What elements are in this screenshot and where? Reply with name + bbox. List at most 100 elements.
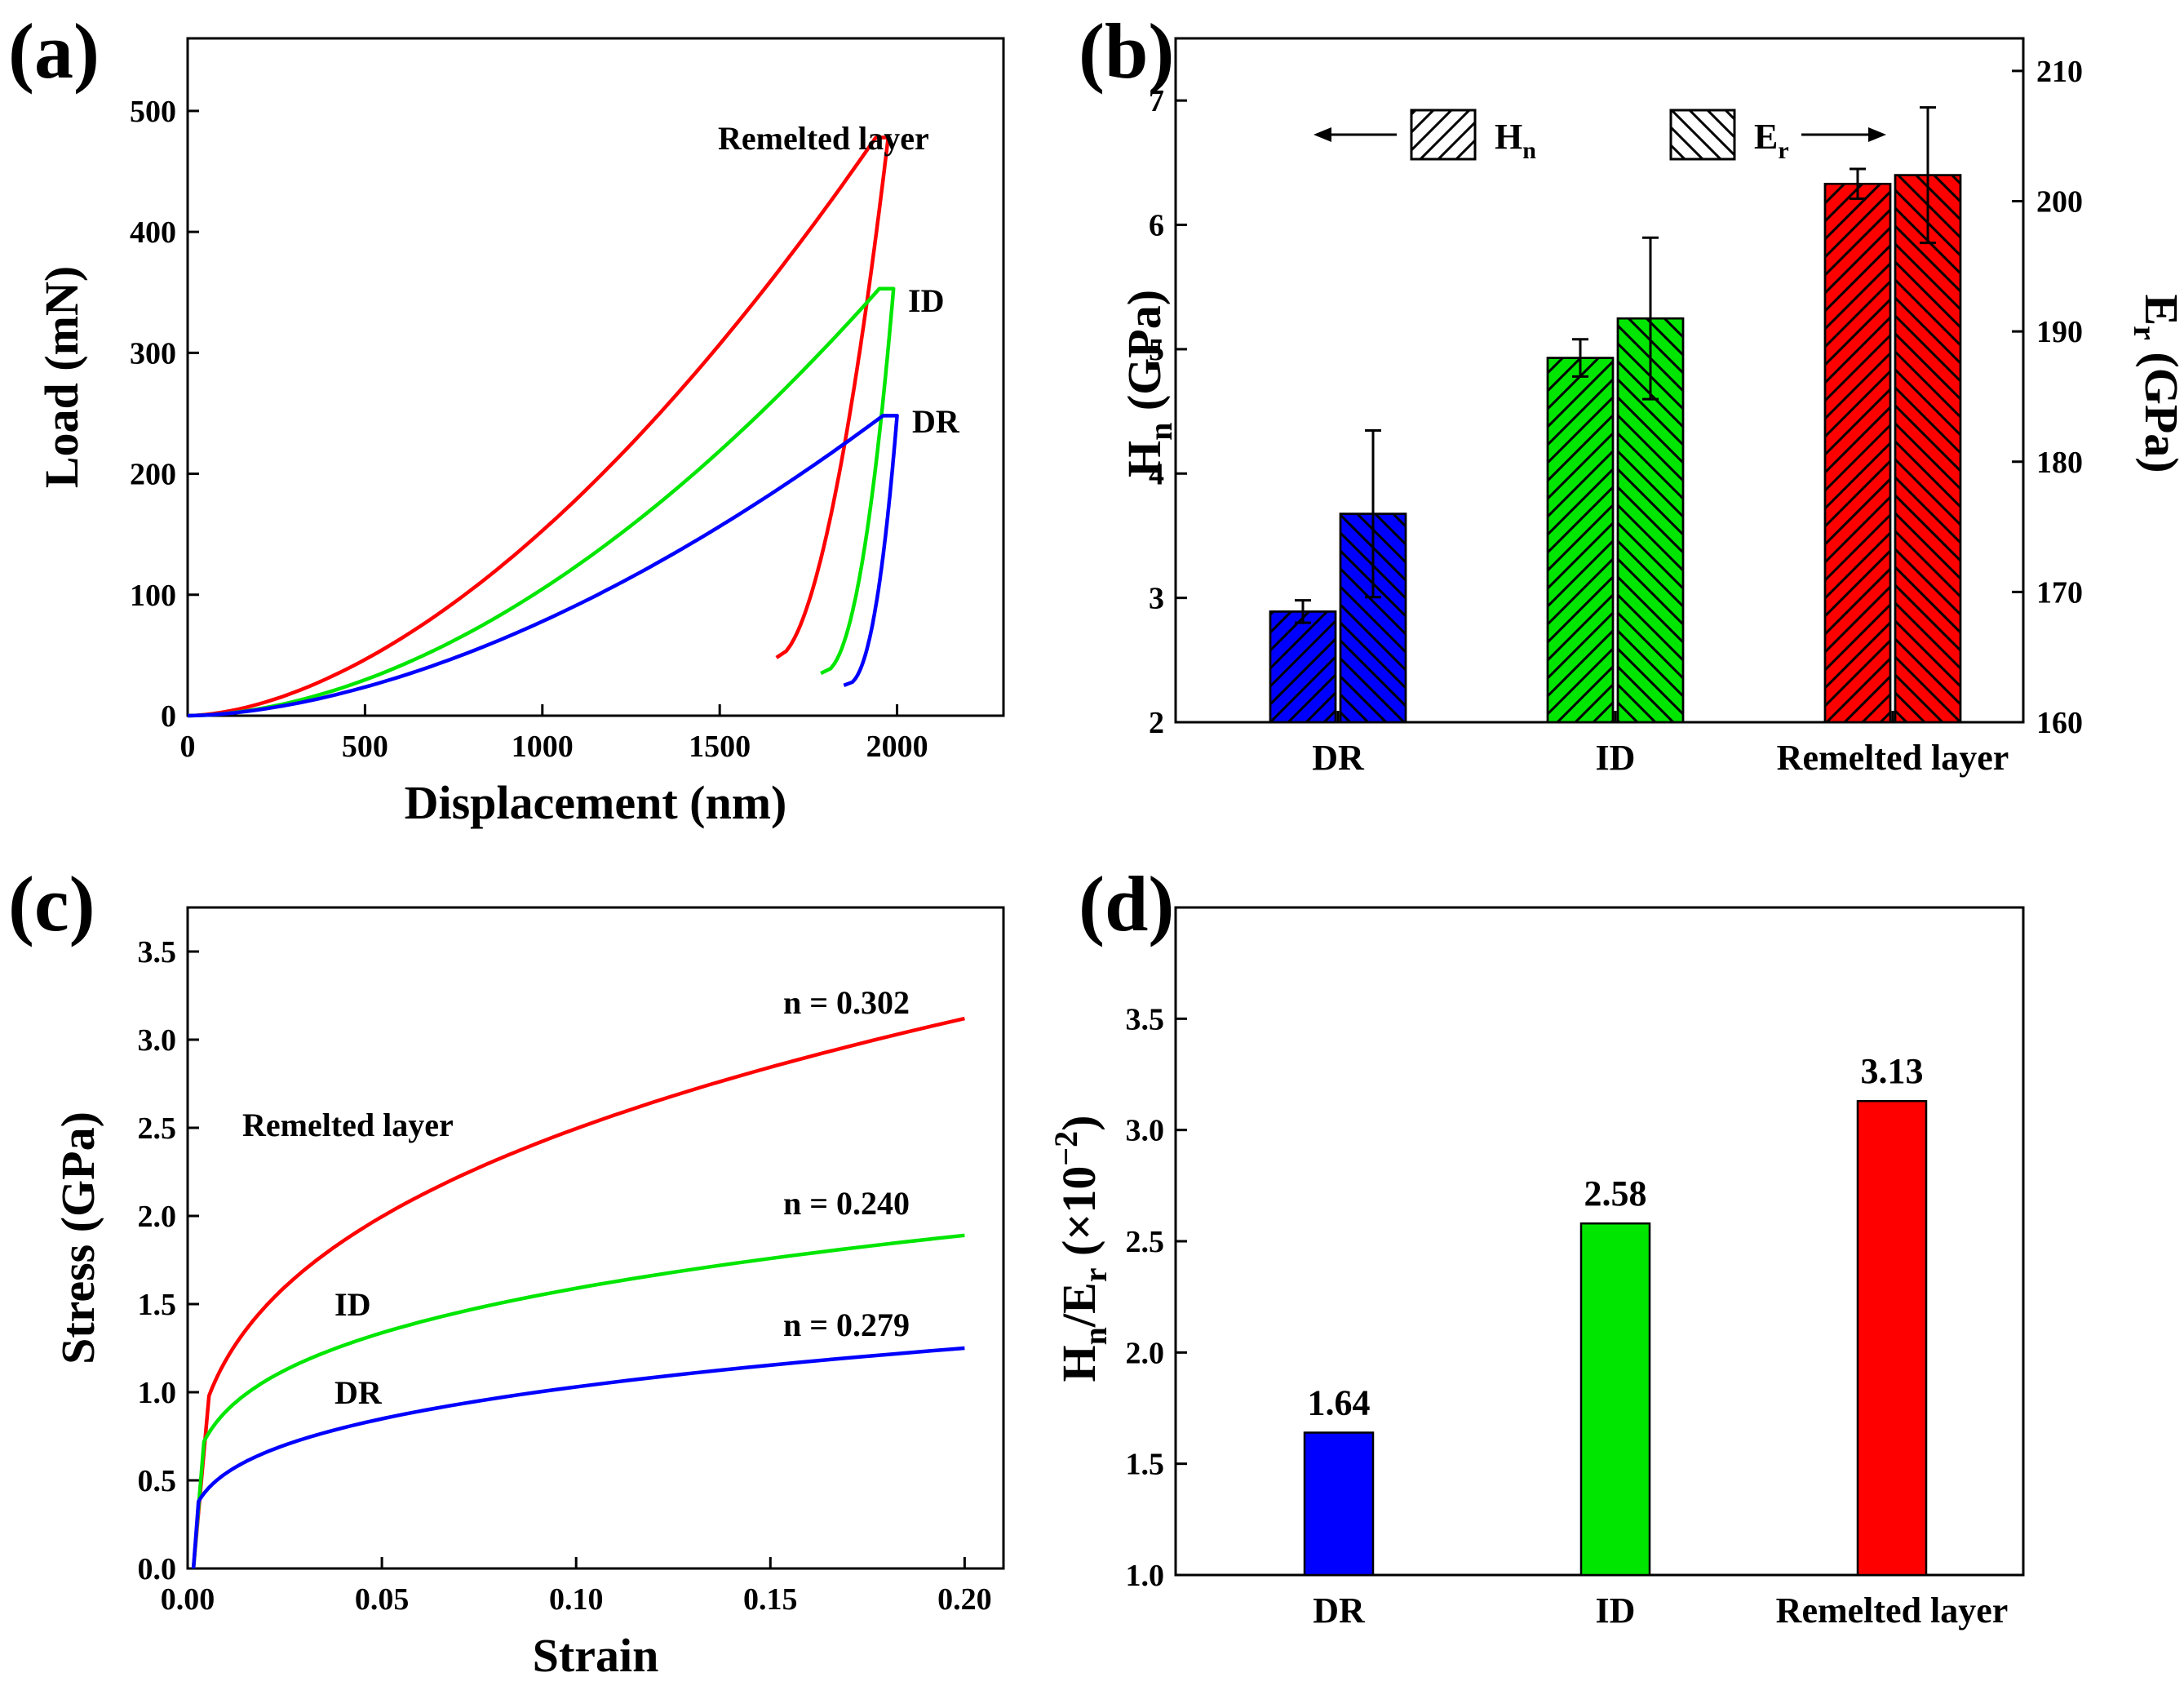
- panel-d-x-tick-label: DR: [1313, 1591, 1366, 1631]
- panel-b-yl-tick-label: 5: [1149, 333, 1164, 367]
- panel-d-ylabel-c: (×10: [1052, 1166, 1105, 1268]
- panel-b-ylabel-right-sub: r: [2127, 326, 2164, 340]
- panel-b-chart: 2 3 4 5 6 7 160 170 180 190 200 210 DR ID Remelted lay…: [1118, 37, 2184, 778]
- panel-a-y-tick-label: 100: [130, 579, 176, 613]
- panel-b-yl-tick-label: 6: [1149, 209, 1164, 243]
- panel-d-bar-id-value-label: 2.58: [1584, 1174, 1647, 1213]
- panel-d-ylabel-d: ): [1052, 1116, 1105, 1131]
- panel-d-ylabel-b: /E: [1052, 1282, 1105, 1328]
- legend-er-text: Er: [1754, 117, 1789, 164]
- panel-label-b: (b): [1079, 7, 1174, 95]
- panel-d-x-tick-label: Remelted layer: [1776, 1591, 2009, 1631]
- panel-d-bar-dr: [1303, 1431, 1375, 1577]
- panel-c-xlabel: Strain: [533, 1629, 659, 1682]
- panel-c-y-tick-label: 1.0: [138, 1376, 177, 1410]
- panel-a-label-id: ID: [908, 282, 944, 319]
- panel-b-yl-tick-label: 4: [1149, 457, 1164, 491]
- legend-right-arrowhead: [1868, 127, 1886, 142]
- panel-c-ylabel: Stress (GPa): [51, 1111, 104, 1364]
- panel-b-yl-tick-label: 2: [1149, 706, 1164, 740]
- legend-left-arrowhead: [1314, 127, 1331, 142]
- panel-a-frame: [186, 37, 1005, 717]
- panel-a-chart: 0 500 1000 1500 2000 0 100 200 300 400 500 Remelte…: [35, 37, 1005, 829]
- panel-b-ylabel-left: Hn (GPa): [1118, 290, 1179, 477]
- panel-d-chart: 1.0 1.5 2.0 2.5 3.0 3.5 DR ID Remelted layer 1.6…: [1048, 906, 2025, 1631]
- panel-d-ylabel: Hn/Er (×10−2): [1048, 1116, 1114, 1382]
- panel-b-yl-tick-label: 3: [1149, 582, 1164, 616]
- panel-d-x-tick-label: ID: [1596, 1591, 1636, 1631]
- panel-c-x-tick-label: 0.05: [355, 1582, 410, 1617]
- panel-b-yr-tick-label: 210: [2036, 55, 2083, 89]
- panel-b-yl-tick-label: 7: [1149, 84, 1164, 118]
- panel-d-y-tick-label: 1.5: [1126, 1448, 1165, 1482]
- panel-c-y-tick-label: 2.0: [138, 1200, 177, 1234]
- panel-c-x-tick-label: 0.10: [549, 1582, 604, 1617]
- panel-b-ylabel-left-sub: n: [1142, 423, 1179, 441]
- panel-b-ticks: 2 3 4 5 6 7 160 170 180 190 200 210 DR ID Remelted lay…: [1149, 55, 2083, 778]
- panel-c-y-tick-label: 3.5: [138, 935, 177, 969]
- panel-a-curve-remelted-layer: [187, 135, 890, 718]
- panel-b-yr-tick-label: 190: [2036, 315, 2083, 349]
- panel-d-ylabel-c-sup: −2: [1048, 1131, 1084, 1166]
- panel-b-bars: [1269, 106, 1962, 724]
- panel-d-ylabel-b-sub: r: [1077, 1268, 1114, 1283]
- panel-a-ticks: 0 500 1000 1500 2000 0 100 200 300 400 500: [130, 95, 928, 764]
- panel-b-legend: Hn Er: [1314, 109, 1886, 164]
- panel-a-ylabel: Load (mN): [35, 266, 88, 488]
- panel-c-n-label-remelted: n = 0.302: [783, 984, 910, 1021]
- panel-c-curves: [191, 1016, 965, 1569]
- panel-b-bar-er-remelted-layer-hatch: [1894, 174, 1962, 724]
- panel-label-c: (c): [8, 860, 95, 947]
- panel-a-label-dr: DR: [912, 403, 960, 440]
- panel-c-label-id: ID: [334, 1286, 370, 1323]
- panel-c-y-tick-label: 3.0: [138, 1023, 177, 1058]
- panel-d-bars: 1.64 2.58 3.13: [1303, 1051, 1928, 1577]
- panel-label-d: (d): [1079, 860, 1174, 947]
- panel-c-y-tick-label: 0.0: [138, 1552, 177, 1586]
- panel-c-label-dr: DR: [334, 1374, 383, 1411]
- panel-b-bar-hn-remelted-layer-hatch: [1823, 183, 1892, 724]
- panel-c-x-tick-label: 0.20: [937, 1582, 992, 1617]
- panel-a-x-tick-label: 500: [342, 730, 388, 764]
- panel-d-ylabel-a: H: [1052, 1345, 1105, 1382]
- panel-b-ylabel-right-main: E: [2135, 294, 2184, 326]
- panel-a-x-tick-label: 1000: [512, 730, 574, 764]
- panel-c-frame: [186, 906, 1005, 1570]
- panel-a-x-tick-label: 2000: [866, 730, 928, 764]
- panel-a-y-tick-label: 300: [130, 336, 176, 370]
- panel-a-x-tick-label: 1500: [689, 730, 751, 764]
- panel-c-curve-id: [191, 1233, 965, 1569]
- panel-d-bar-id: [1579, 1222, 1651, 1577]
- panel-a-x-tick-label: 0: [180, 730, 196, 764]
- legend-hn-sub: n: [1522, 137, 1536, 164]
- panel-c-y-tick-label: 2.5: [138, 1111, 177, 1146]
- panel-c-curve-dr: [191, 1346, 965, 1569]
- panel-b-bar-hn-dr-hatch: [1269, 610, 1337, 724]
- panel-c-y-tick-label: 1.5: [138, 1288, 177, 1322]
- panel-a-curves: [187, 135, 899, 718]
- panel-c-curve-remelted-layer: [191, 1016, 965, 1569]
- legend-er-main: E: [1754, 117, 1778, 157]
- panel-a-y-tick-label: 400: [130, 215, 176, 250]
- panel-d-bar-remelted-layer-value-label: 3.13: [1861, 1051, 1924, 1091]
- panel-d-bar-dr-value-label: 1.64: [1308, 1382, 1371, 1422]
- panel-a-xlabel: Displacement (nm): [405, 776, 787, 829]
- panel-a-curve-id: [187, 286, 896, 718]
- panel-b-x-tick-label: DR: [1312, 738, 1365, 778]
- panel-d-ylabel-a-sub: n: [1077, 1327, 1114, 1345]
- panel-b-ylabel-left-main: H: [1118, 441, 1171, 477]
- panel-b-x-tick-label: ID: [1596, 738, 1636, 778]
- panel-b-ylabel-right-rest: (GPa): [2135, 340, 2184, 473]
- panel-a-label-remelted: Remelted layer: [718, 120, 929, 157]
- panel-a-y-tick-label: 500: [130, 95, 176, 129]
- panel-b-yr-tick-label: 170: [2036, 575, 2083, 610]
- panel-c-x-tick-label: 0.15: [743, 1582, 798, 1617]
- panel-c-x-tick-label: 0.00: [161, 1582, 215, 1617]
- panel-d-bar-remelted-layer: [1856, 1099, 1928, 1577]
- panel-d-y-tick-label: 1.0: [1126, 1559, 1165, 1593]
- panel-b-yr-tick-label: 200: [2036, 185, 2083, 220]
- legend-swatch-er: [1669, 109, 1736, 161]
- panel-c-n-label-id: n = 0.240: [783, 1185, 910, 1222]
- panel-d-y-tick-label: 2.0: [1126, 1336, 1165, 1370]
